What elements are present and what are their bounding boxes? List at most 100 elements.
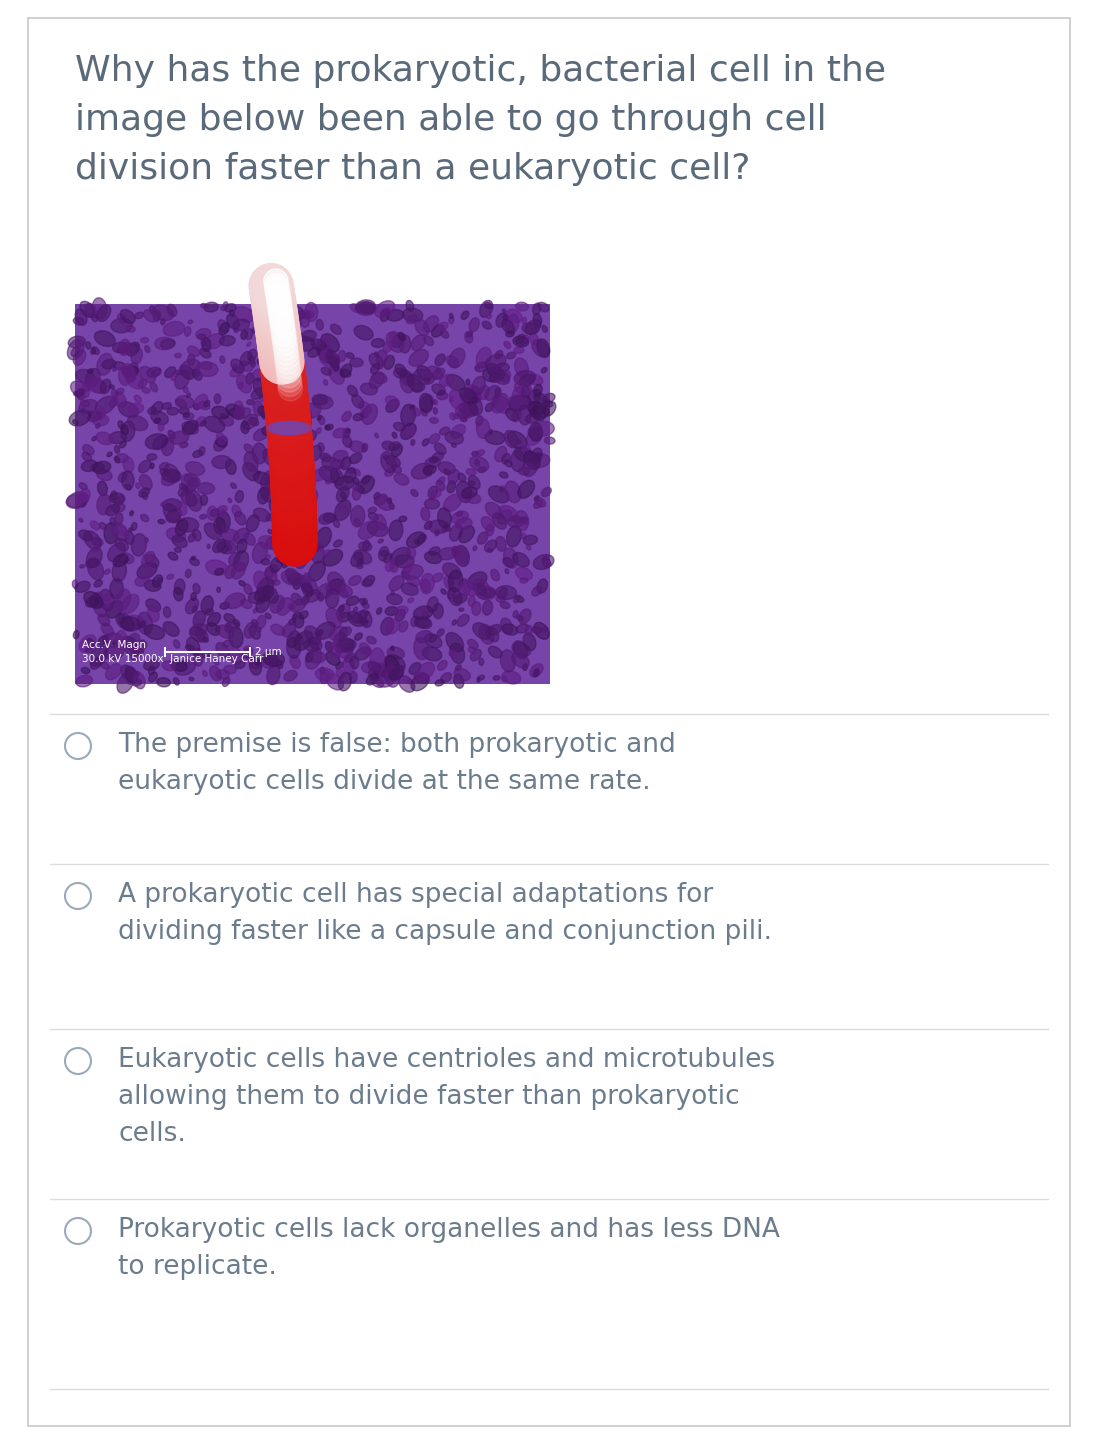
Ellipse shape xyxy=(346,352,354,358)
Ellipse shape xyxy=(506,526,522,547)
Ellipse shape xyxy=(253,370,271,381)
Ellipse shape xyxy=(256,595,270,612)
Ellipse shape xyxy=(260,326,274,336)
Ellipse shape xyxy=(170,373,176,381)
Ellipse shape xyxy=(179,484,188,491)
Ellipse shape xyxy=(305,514,310,518)
Ellipse shape xyxy=(523,455,539,477)
Circle shape xyxy=(272,484,316,527)
Ellipse shape xyxy=(470,456,489,471)
Ellipse shape xyxy=(133,641,137,645)
Ellipse shape xyxy=(240,422,249,433)
Ellipse shape xyxy=(244,645,251,651)
Ellipse shape xyxy=(407,546,415,559)
Ellipse shape xyxy=(82,383,89,391)
Ellipse shape xyxy=(336,663,344,669)
Ellipse shape xyxy=(316,583,334,599)
Ellipse shape xyxy=(83,531,101,550)
Circle shape xyxy=(268,416,312,461)
Ellipse shape xyxy=(176,520,188,536)
Ellipse shape xyxy=(365,612,369,617)
Ellipse shape xyxy=(388,498,392,504)
Ellipse shape xyxy=(75,582,90,592)
Ellipse shape xyxy=(529,422,542,442)
Ellipse shape xyxy=(235,661,245,669)
Ellipse shape xyxy=(277,510,298,524)
Ellipse shape xyxy=(258,627,261,632)
Ellipse shape xyxy=(469,318,480,332)
Ellipse shape xyxy=(502,624,518,635)
Ellipse shape xyxy=(272,580,280,585)
Ellipse shape xyxy=(94,599,98,605)
Ellipse shape xyxy=(87,547,102,567)
Ellipse shape xyxy=(345,468,356,484)
Circle shape xyxy=(255,302,299,347)
Ellipse shape xyxy=(231,360,244,374)
Ellipse shape xyxy=(281,570,302,585)
Ellipse shape xyxy=(302,583,313,596)
Ellipse shape xyxy=(229,627,243,647)
Ellipse shape xyxy=(414,606,433,619)
Ellipse shape xyxy=(235,511,246,526)
Ellipse shape xyxy=(531,448,542,464)
Circle shape xyxy=(266,279,290,303)
Ellipse shape xyxy=(502,671,520,684)
Ellipse shape xyxy=(455,546,469,566)
Ellipse shape xyxy=(383,455,389,459)
Ellipse shape xyxy=(435,530,439,536)
Ellipse shape xyxy=(526,625,533,635)
Ellipse shape xyxy=(435,354,445,365)
Circle shape xyxy=(264,269,288,293)
Circle shape xyxy=(271,474,315,517)
Ellipse shape xyxy=(248,592,266,604)
Ellipse shape xyxy=(104,593,112,601)
Ellipse shape xyxy=(369,666,385,679)
Ellipse shape xyxy=(438,390,445,396)
Ellipse shape xyxy=(437,393,448,400)
Ellipse shape xyxy=(411,439,415,445)
Ellipse shape xyxy=(534,669,538,674)
Ellipse shape xyxy=(283,462,290,466)
Ellipse shape xyxy=(270,595,284,614)
Ellipse shape xyxy=(160,319,165,325)
Ellipse shape xyxy=(204,400,210,407)
Ellipse shape xyxy=(449,313,453,318)
Circle shape xyxy=(266,387,310,430)
Ellipse shape xyxy=(110,517,115,526)
Ellipse shape xyxy=(142,552,155,567)
Ellipse shape xyxy=(257,578,273,599)
Ellipse shape xyxy=(362,604,369,608)
Ellipse shape xyxy=(77,388,85,400)
Ellipse shape xyxy=(76,370,94,384)
Ellipse shape xyxy=(240,331,247,339)
Ellipse shape xyxy=(92,414,109,426)
Ellipse shape xyxy=(223,640,233,647)
Ellipse shape xyxy=(190,559,200,566)
Ellipse shape xyxy=(254,572,269,592)
Circle shape xyxy=(278,368,302,393)
Ellipse shape xyxy=(417,534,426,543)
Ellipse shape xyxy=(450,643,464,663)
Ellipse shape xyxy=(338,588,348,598)
Ellipse shape xyxy=(429,456,438,464)
Ellipse shape xyxy=(516,567,533,580)
Ellipse shape xyxy=(67,339,83,360)
Ellipse shape xyxy=(368,507,377,513)
Circle shape xyxy=(262,364,306,409)
Ellipse shape xyxy=(244,622,256,638)
Ellipse shape xyxy=(120,440,126,448)
Ellipse shape xyxy=(258,406,272,417)
Ellipse shape xyxy=(240,599,251,608)
Ellipse shape xyxy=(138,380,147,388)
Ellipse shape xyxy=(542,325,547,332)
Ellipse shape xyxy=(266,422,305,435)
Ellipse shape xyxy=(359,302,376,313)
Ellipse shape xyxy=(97,469,112,481)
Ellipse shape xyxy=(300,461,303,465)
Ellipse shape xyxy=(477,419,490,439)
Ellipse shape xyxy=(326,608,341,628)
Ellipse shape xyxy=(103,635,109,643)
Ellipse shape xyxy=(187,393,191,397)
Ellipse shape xyxy=(220,335,235,347)
Ellipse shape xyxy=(121,422,135,442)
